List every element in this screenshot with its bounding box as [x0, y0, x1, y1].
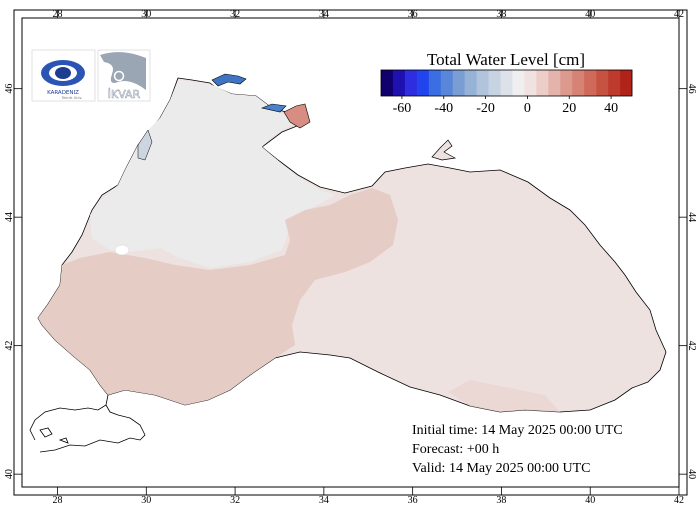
- lon-label-top: 34: [319, 9, 329, 20]
- lat-label-left: 44: [4, 212, 15, 222]
- map-frame-outer: [13, 9, 688, 496]
- legend-color-swatch: [428, 70, 442, 96]
- kerch-inlet: [431, 139, 457, 161]
- legend-color-swatch: [404, 70, 418, 96]
- legend-color-swatch: [572, 70, 585, 96]
- lat-label-right: 40: [686, 469, 697, 479]
- legend-colorbar: [380, 69, 633, 97]
- danube-delta: [137, 129, 153, 161]
- legend-color-swatch: [608, 70, 621, 96]
- lon-label-top: 28: [53, 9, 63, 20]
- valid-time: Valid: 14 May 2025 00:00 UTC: [412, 461, 591, 476]
- logo-left-text: KARADENIZ: [47, 90, 79, 96]
- lon-label-bottom: 32: [230, 495, 240, 506]
- legend-color-swatch: [452, 70, 465, 96]
- lagoon-north: [211, 73, 247, 87]
- legend-color-swatch: [440, 70, 454, 96]
- lon-label-bottom: 40: [585, 495, 595, 506]
- lon-label-top: 30: [141, 9, 151, 20]
- logo-ikvar: İKVAR: [97, 49, 151, 102]
- lon-label-top: 38: [496, 9, 506, 20]
- lon-label-bottom: 30: [141, 495, 151, 506]
- legend-color-swatch: [536, 70, 549, 96]
- legend-tick-label: -20: [476, 101, 495, 116]
- sea-east-warm-tint: [448, 380, 560, 412]
- lon-label-bottom: 36: [408, 495, 418, 506]
- lon-label-bottom: 34: [319, 495, 329, 506]
- legend-tick-label: 20: [562, 101, 576, 116]
- legend-color-swatch: [548, 70, 561, 96]
- legend-color-swatch: [620, 70, 633, 96]
- lon-labels-top: 28 30 32 34 36 38 40 42: [53, 9, 684, 20]
- legend-color-swatch: [392, 70, 406, 96]
- lon-label-top: 40: [585, 9, 595, 20]
- lon-label-top: 32: [230, 9, 240, 20]
- lon-label-bottom: 42: [674, 495, 684, 506]
- lon-label-top: 36: [408, 9, 418, 20]
- forecast-info: Initial time: 14 May 2025 00:00 UTC Fore…: [412, 423, 623, 476]
- legend-color-swatch: [464, 70, 477, 96]
- lagoon-sivash: [260, 103, 287, 113]
- lon-labels-bottom: 28 30 32 34 36 38 40 42: [53, 495, 684, 506]
- legend-color-swatch: [416, 70, 430, 96]
- sea-southwest-warm: [38, 188, 398, 405]
- sea-west-light: [90, 170, 162, 252]
- sea-central-light: [125, 80, 335, 268]
- legend-color-swatch: [596, 70, 609, 96]
- legend-color-swatch: [512, 70, 525, 96]
- legend-color-swatch: [584, 70, 597, 96]
- legend-tick-label: -60: [393, 101, 412, 116]
- lon-label-bottom: 28: [53, 495, 63, 506]
- lat-labels-right: 40 42 44 46: [686, 84, 697, 479]
- lat-labels-left: 40 42 44 46: [4, 84, 15, 479]
- legend-color-swatch: [524, 70, 537, 96]
- lat-label-left: 46: [4, 84, 15, 94]
- legend-labels: -60 -40 -20 0 20 40: [393, 96, 618, 116]
- lat-label-left: 40: [4, 469, 15, 479]
- lon-label-bottom: 38: [496, 495, 506, 506]
- legend-color-swatch: [560, 70, 573, 96]
- lat-label-left: 42: [4, 341, 15, 351]
- legend-tick-label: -40: [434, 101, 453, 116]
- island-west: [114, 244, 130, 256]
- lat-label-right: 44: [686, 212, 697, 222]
- logo-karadeniz: KARADENIZ Teknik Univ.: [31, 49, 96, 102]
- legend-color-swatch: [476, 70, 489, 96]
- legend-colorbar-border: [380, 69, 633, 97]
- initial-time: Initial time: 14 May 2025 00:00 UTC: [412, 423, 623, 438]
- legend-color-swatch: [381, 70, 394, 96]
- logo-wave-icon: [100, 52, 146, 90]
- legend-color-swatch: [488, 70, 501, 96]
- logo-right-text: İKVAR: [108, 88, 141, 101]
- lon-label-top: 42: [674, 9, 684, 20]
- frame-ticks: [14, 10, 687, 495]
- sea-area: [37, 73, 667, 413]
- marmara-coast: [29, 394, 146, 453]
- lat-label-right: 42: [686, 341, 697, 351]
- azov-hotspot: [283, 103, 311, 129]
- legend-tick-label: 40: [604, 101, 618, 116]
- legend-title: Total Water Level [cm]: [427, 50, 585, 69]
- lat-label-right: 46: [686, 84, 697, 94]
- legend-color-swatch: [500, 70, 513, 96]
- legend-tick-label: 0: [524, 101, 531, 116]
- logo-left-subtext: Teknik Univ.: [61, 96, 83, 100]
- legend: Total Water Level [cm] -60 -40 -20 0 20 40: [380, 50, 633, 116]
- forecast-step: Forecast: +00 h: [412, 442, 499, 457]
